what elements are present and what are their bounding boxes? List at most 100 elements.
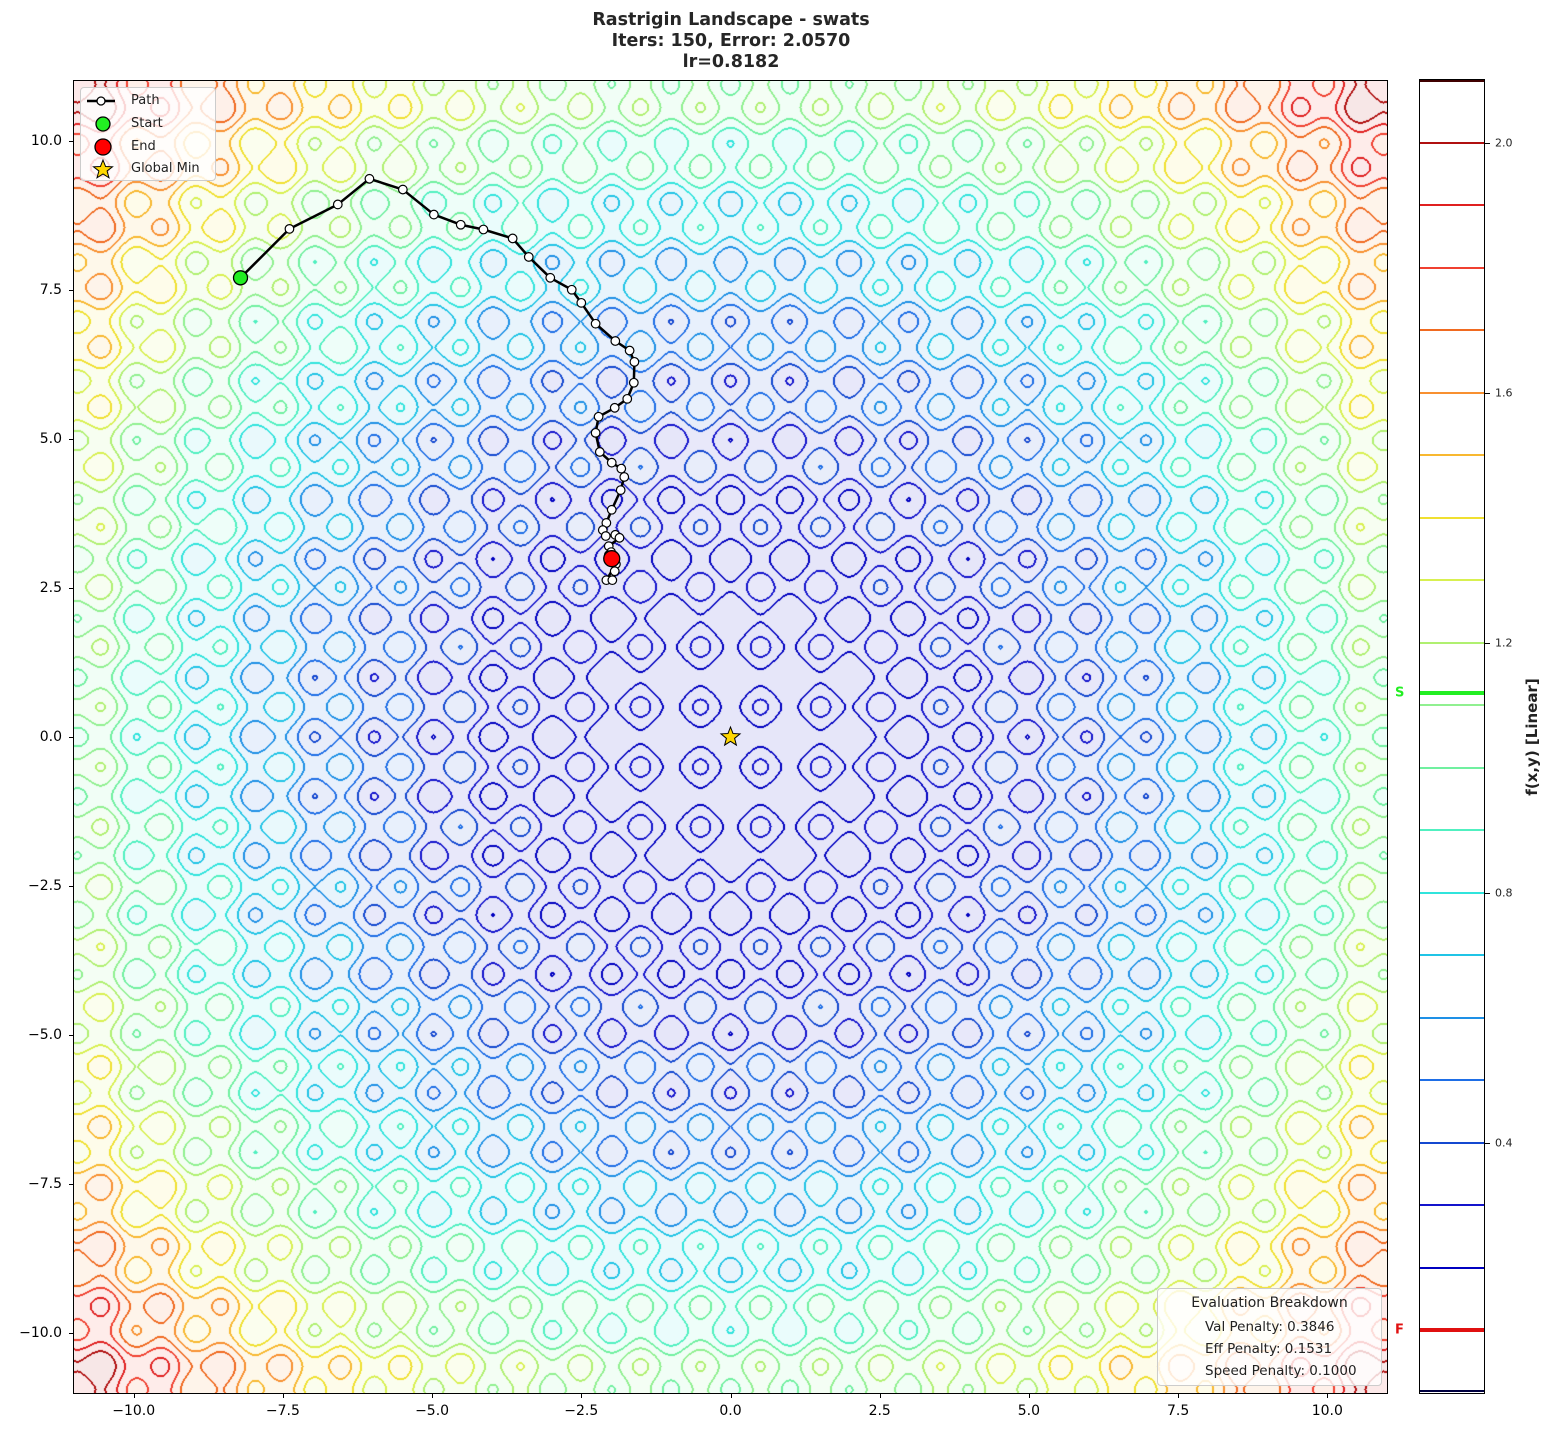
y-tick-mark	[69, 1184, 74, 1186]
path-point	[545, 272, 556, 283]
path-point	[593, 411, 604, 422]
y-tick-mark	[69, 886, 74, 888]
y-tick-mark	[69, 587, 74, 589]
colorbar-tick-mark	[1485, 1142, 1490, 1144]
path-line	[239, 177, 636, 582]
y-tick-label: −2.5	[28, 878, 62, 895]
colorbar-tick-label: 1.2	[1495, 636, 1513, 650]
path-point	[629, 356, 640, 367]
colorbar-level-line	[1420, 141, 1484, 144]
path-point	[523, 252, 534, 262]
path-point	[332, 199, 343, 210]
y-tick-label: 0.0	[39, 729, 62, 745]
y-tick-mark	[69, 1333, 74, 1335]
legend-start: Start	[131, 116, 163, 131]
colorbar-level-line	[1420, 1141, 1484, 1144]
colorbar-tick-mark	[1485, 392, 1490, 394]
legend-global-min: Global Min	[131, 161, 200, 176]
colorbar-level-line	[1420, 891, 1484, 894]
x-tick-mark	[282, 1393, 284, 1398]
path-point	[614, 532, 625, 543]
path-point	[624, 345, 635, 356]
colorbar-marker-label: S	[1395, 685, 1405, 701]
y-tick-mark	[69, 140, 74, 142]
evaluation-breakdown-box: Evaluation Breakdown Val Penalty: 0.3846…	[1157, 1288, 1382, 1386]
path-point	[507, 233, 518, 244]
path-point	[590, 427, 601, 438]
val-penalty: Val Penalty: 0.3846	[1205, 1319, 1335, 1335]
x-tick-mark	[432, 1393, 434, 1398]
end-marker	[603, 550, 621, 568]
colorbar-level-line	[1420, 1079, 1484, 1082]
legend-star-icon	[92, 158, 114, 179]
y-tick-label: 7.5	[39, 281, 62, 298]
colorbar-level-line	[1420, 704, 1484, 707]
colorbar-level-line	[1420, 454, 1484, 457]
colorbar-marker-label: F	[1395, 1322, 1404, 1338]
legend-symbols	[87, 96, 115, 179]
x-tick-label: 2.5	[868, 1403, 891, 1419]
x-tick-label: 5.0	[1017, 1403, 1041, 1419]
path-point	[428, 209, 439, 220]
path-point	[609, 566, 620, 577]
colorbar-marker-line	[1420, 690, 1484, 695]
y-tick-label: 5.0	[39, 430, 62, 447]
colorbar-tick-mark	[1485, 642, 1490, 644]
path-point	[628, 377, 639, 388]
eff-penalty: Eff Penalty: 0.1531	[1205, 1341, 1333, 1357]
colorbar-marker-line	[1420, 1328, 1484, 1333]
path-point	[607, 575, 618, 586]
colorbar-tick-mark	[1485, 892, 1490, 894]
colorbar-level-line	[1420, 516, 1484, 519]
colorbar-edge-line	[1420, 1390, 1484, 1392]
path-point	[455, 219, 466, 230]
colorbar-level-line	[1420, 954, 1484, 957]
y-tick-label: 10.0	[30, 132, 62, 149]
x-tick-mark	[879, 1393, 881, 1398]
colorbar-tick-label: 0.8	[1495, 886, 1513, 900]
x-tick-mark	[1327, 1393, 1329, 1398]
x-tick-label: −10.0	[112, 1403, 156, 1419]
x-tick-label: 7.5	[1166, 1403, 1190, 1419]
colorbar-level-line	[1420, 1204, 1484, 1207]
colorbar-edge-line	[1420, 80, 1484, 82]
x-tick-mark	[1028, 1393, 1030, 1398]
legend-end: End	[131, 139, 156, 154]
x-tick-label: 10.0	[1311, 1403, 1343, 1419]
colorbar-label: f(x,y) [Linear]	[1523, 678, 1541, 796]
y-tick-mark	[69, 289, 74, 291]
path-point	[478, 224, 489, 235]
path-point	[610, 336, 621, 346]
evaluation-title: Evaluation Breakdown	[1191, 1295, 1348, 1311]
path-point	[397, 184, 408, 195]
y-tick-label: −7.5	[28, 1176, 62, 1193]
path-point	[600, 531, 611, 541]
legend-path-icon	[87, 96, 115, 106]
x-tick-mark	[730, 1393, 732, 1398]
start-marker	[232, 270, 249, 286]
title-line-2: Iters: 150, Error: 2.0570	[611, 31, 851, 51]
path-point	[616, 463, 627, 474]
legend-end-icon	[94, 138, 112, 156]
path-point	[576, 297, 587, 308]
colorbar-level-line	[1420, 329, 1484, 332]
colorbar-tick-label: 2.0	[1495, 136, 1513, 150]
x-tick-label: −7.5	[265, 1403, 300, 1419]
path-point	[606, 504, 617, 515]
colorbar-level-line	[1420, 579, 1484, 582]
x-tick-mark	[1178, 1393, 1180, 1398]
y-tick-mark	[69, 1035, 74, 1037]
y-tick-mark	[69, 737, 74, 738]
colorbar-level-line	[1420, 1016, 1484, 1019]
legend-path: Path	[131, 93, 160, 108]
legend: Path Start End Global Min	[80, 87, 216, 181]
legend-start-icon	[95, 116, 111, 132]
path-point	[364, 173, 375, 184]
chart-title: Rastrigin Landscape - swats Iters: 150, …	[431, 10, 1031, 73]
path-point	[566, 284, 577, 295]
y-tick-label: −5.0	[28, 1027, 62, 1044]
colorbar-level-line	[1420, 266, 1484, 269]
colorbar-level-line	[1420, 391, 1484, 394]
colorbar-tick-label: 0.4	[1495, 1136, 1513, 1150]
